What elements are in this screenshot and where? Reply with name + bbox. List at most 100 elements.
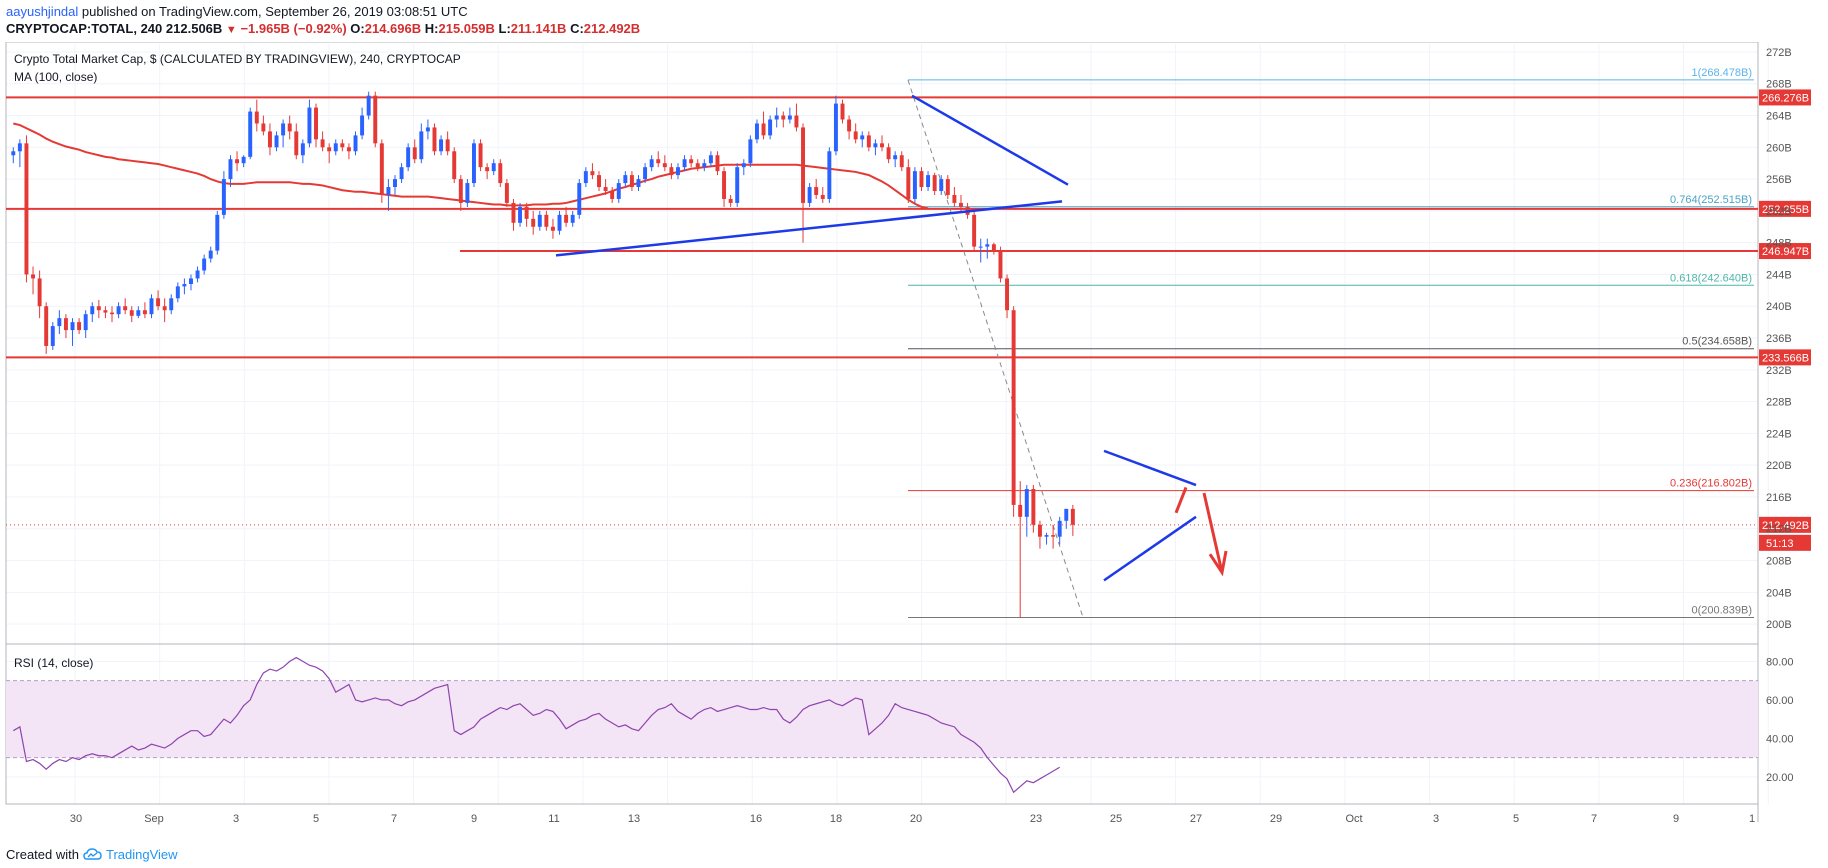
candle-body xyxy=(110,312,114,315)
candle-body xyxy=(662,163,667,168)
fib-trend-line xyxy=(907,79,1084,618)
publication-line: aayushjindal published on TradingView.co… xyxy=(6,4,468,19)
candle-body xyxy=(281,123,286,136)
time-tick-label: 3 xyxy=(1433,813,1439,825)
close-label: C: xyxy=(570,21,584,36)
candle-body xyxy=(629,175,634,188)
candle-body xyxy=(906,167,911,199)
level-price-tag xyxy=(1759,349,1811,366)
candle-body xyxy=(985,244,990,247)
candle-body xyxy=(175,286,180,299)
candle-body xyxy=(682,159,687,168)
candle-body xyxy=(83,314,88,331)
candle-body xyxy=(754,123,759,140)
price-chart-svg[interactable]: 266.276B 252.255B 246.947B 233.566B 1(268.4… xyxy=(0,41,1828,842)
countdown-tag xyxy=(1759,534,1811,551)
candle-body xyxy=(399,167,404,180)
open-value: 214.696B xyxy=(364,21,422,36)
candle-body xyxy=(294,131,299,156)
candle-body xyxy=(768,119,773,136)
price-tick-label: 212B xyxy=(1766,524,1792,536)
candle-body xyxy=(353,135,358,152)
candle-body xyxy=(860,135,865,140)
candle-body xyxy=(524,206,529,219)
candle-body xyxy=(774,115,779,120)
last-price-tag xyxy=(1759,516,1811,533)
candle-body xyxy=(544,214,549,227)
footer: Created with TradingView xyxy=(6,843,178,865)
candle-body xyxy=(781,115,786,120)
fib-level-label: 0.236(216.802B) xyxy=(1670,478,1752,490)
candle-body xyxy=(261,123,266,132)
candle-body xyxy=(504,183,509,203)
candle-body xyxy=(511,202,516,223)
chart-area[interactable]: 266.276B 252.255B 246.947B 233.566B 1(268.4… xyxy=(0,41,1828,842)
candle-body xyxy=(142,310,147,315)
candle-body xyxy=(182,283,187,287)
candle-body xyxy=(557,214,562,231)
candle-body xyxy=(735,167,740,203)
candle-body xyxy=(366,95,371,116)
candle-body xyxy=(873,143,878,148)
candle-body xyxy=(649,159,654,168)
tradingview-link[interactable]: TradingView xyxy=(83,847,178,862)
candle-body xyxy=(952,194,957,203)
candle-body xyxy=(31,274,36,279)
candle-body xyxy=(550,226,555,231)
price-axis: 272B 268B 264B 260B 256B 252B 248B 244B 240B 236B… xyxy=(1766,47,1792,631)
rsi-band-fill xyxy=(6,680,1758,758)
candle-body xyxy=(412,147,417,160)
time-tick-label: 18 xyxy=(830,813,842,825)
candle-body xyxy=(57,318,62,327)
candle-body xyxy=(998,250,1003,279)
time-tick-label: 13 xyxy=(628,813,640,825)
time-tick-label: 9 xyxy=(1673,813,1679,825)
time-tick-label: 23 xyxy=(1030,813,1042,825)
candle-body xyxy=(939,179,944,192)
candle-body xyxy=(44,306,49,346)
candle-body xyxy=(912,171,917,199)
open-label: O: xyxy=(350,21,365,36)
candle-body xyxy=(886,147,891,160)
candle-body xyxy=(958,202,963,207)
candle-body xyxy=(1064,508,1069,521)
price-tick-label: 264B xyxy=(1766,111,1792,123)
fib-level-label: 0.764(252.515B) xyxy=(1670,194,1752,206)
candle-body xyxy=(208,250,213,259)
price-tick-label: 232B xyxy=(1766,365,1792,377)
candle-body xyxy=(728,198,733,203)
candle-body xyxy=(360,115,365,136)
author-link[interactable]: aayushjindal xyxy=(6,4,79,19)
time-tick-label: 29 xyxy=(1270,813,1282,825)
chart-title-legend: Crypto Total Market Cap, $ (CALCULATED B… xyxy=(14,52,461,66)
candle-body xyxy=(37,278,42,307)
candle-body xyxy=(991,244,996,251)
price-tick-label: 236B xyxy=(1766,333,1792,345)
candle-body xyxy=(63,318,68,331)
time-tick-label: 5 xyxy=(1513,813,1519,825)
candle-body xyxy=(70,322,75,331)
candle-body xyxy=(1005,278,1010,311)
price-tick-label: 228B xyxy=(1766,397,1792,409)
candle-body xyxy=(1044,535,1049,537)
low-value: 211.141B xyxy=(510,21,567,36)
time-axis: 30 Sep 3 5 7 9 11 13 16 18 20 23 25 27 29 Oct 3 5 7 9 1 xyxy=(70,813,1755,825)
down-arrow-head xyxy=(1208,550,1228,577)
candle-body xyxy=(919,171,924,188)
price-tick-label: 240B xyxy=(1766,301,1792,313)
candle-body xyxy=(254,111,259,124)
price-tick-label: 268B xyxy=(1766,79,1792,91)
candle-body xyxy=(945,179,950,195)
price-tick-label: 216B xyxy=(1766,492,1792,504)
candle-body xyxy=(893,155,898,160)
level-price-tag xyxy=(1759,200,1811,217)
candle-body xyxy=(419,131,424,160)
price-tick-label: 256B xyxy=(1766,174,1792,186)
candle-body xyxy=(452,151,457,180)
time-tick-label: 5 xyxy=(313,813,319,825)
candle-body xyxy=(1057,520,1062,537)
price-tick-label: 244B xyxy=(1766,269,1792,281)
price-tick-label: 224B xyxy=(1766,428,1792,440)
time-tick-label: 20 xyxy=(910,813,922,825)
symbol-label[interactable]: CRYPTOCAP:TOTAL, 240 xyxy=(6,21,163,36)
